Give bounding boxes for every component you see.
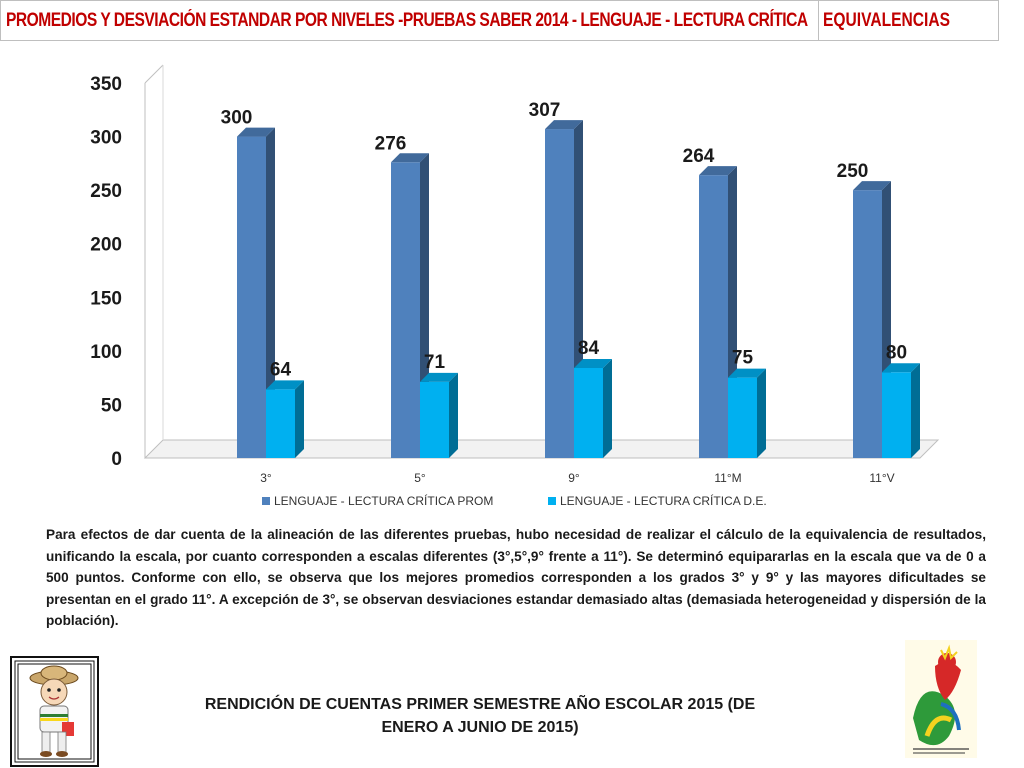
- bar-top: [699, 166, 737, 176]
- bar-front: [728, 377, 757, 458]
- data-label: 64: [270, 359, 292, 380]
- bar-chart: 0 50 100 150 200 250 300 350 3° 5° 9° 11°M 11°V 300 2…: [90, 64, 940, 508]
- bar-top: [545, 120, 583, 130]
- data-label: 250: [837, 161, 869, 182]
- y-tick-label: 250: [90, 181, 122, 202]
- page-title: PROMEDIOS Y DESVIACIÓN ESTANDAR POR NIVE…: [6, 10, 808, 31]
- legend-label: LENGUAJE - LECTURA CRÍTICA D.E.: [560, 493, 767, 508]
- legend-entry: LENGUAJE - LECTURA CRÍTICA PROM: [262, 493, 493, 508]
- y-tick-label: 200: [90, 235, 122, 256]
- bar: [574, 359, 612, 458]
- bar-front: [545, 129, 574, 459]
- data-label: 307: [529, 100, 561, 121]
- analysis-paragraph: Para efectos de dar cuenta de la alineac…: [46, 527, 986, 628]
- data-label: 264: [683, 146, 715, 167]
- bar-front: [853, 190, 882, 458]
- bar-side: [295, 380, 304, 458]
- bar-side: [911, 363, 920, 458]
- bar-top: [420, 372, 458, 382]
- legend-swatch: [262, 497, 270, 505]
- bar-front: [391, 162, 420, 459]
- x-tick-label: 3°: [260, 471, 272, 485]
- bar-side: [266, 127, 275, 459]
- bar-side: [603, 359, 612, 458]
- data-label: 75: [732, 348, 754, 369]
- bar-front: [882, 372, 911, 458]
- bar-side: [757, 368, 766, 458]
- footer-report-title: RENDICIÓN DE CUENTAS PRIMER SEMESTRE AÑO…: [204, 696, 756, 736]
- bar-top: [391, 153, 429, 163]
- bar-front: [266, 389, 295, 458]
- y-tick-label: 0: [111, 449, 122, 470]
- bar-front: [699, 175, 728, 458]
- x-tick-label: 5°: [414, 471, 426, 485]
- header-divider: [818, 1, 819, 40]
- school-emblem-logo: [905, 640, 977, 758]
- legend-label: LENGUAJE - LECTURA CRÍTICA PROM: [274, 493, 493, 508]
- y-tick-label: 300: [90, 128, 122, 149]
- bar-front: [237, 136, 266, 459]
- data-label: 276: [375, 133, 407, 154]
- x-tick-label: 9°: [568, 471, 580, 485]
- x-tick-label: 11°V: [869, 471, 894, 485]
- bar-top: [882, 363, 920, 373]
- bar-front: [574, 368, 603, 458]
- data-label: 84: [578, 338, 600, 359]
- bar: [420, 372, 458, 458]
- legend-entry: LENGUAJE - LECTURA CRÍTICA D.E.: [548, 493, 767, 508]
- bar: [237, 127, 275, 459]
- bar-side: [449, 372, 458, 458]
- header-banner: PROMEDIOS Y DESVIACIÓN ESTANDAR POR NIVE…: [0, 0, 999, 41]
- bar: [699, 166, 737, 458]
- data-label: 300: [221, 108, 253, 129]
- bar: [266, 380, 304, 458]
- school-mascot-logo: [10, 656, 99, 767]
- x-tick-label: 11°M: [714, 471, 741, 485]
- bar-top: [266, 380, 304, 390]
- data-label: 80: [886, 342, 907, 363]
- bar: [882, 363, 920, 458]
- bar-top: [574, 359, 612, 368]
- data-label: 71: [424, 352, 446, 373]
- y-tick-label: 150: [90, 288, 122, 309]
- bar-top: [237, 127, 275, 137]
- y-tick-label: 350: [90, 74, 122, 95]
- y-tick-label: 100: [90, 342, 122, 363]
- bar-top: [728, 368, 766, 378]
- bar-top: [853, 181, 891, 191]
- bar-front: [420, 381, 449, 458]
- equivalencias-label: EQUIVALENCIAS: [823, 10, 950, 31]
- y-tick-label: 50: [101, 395, 122, 416]
- bar: [728, 368, 766, 458]
- y-axis-depth: [144, 64, 164, 84]
- legend-swatch: [548, 497, 556, 505]
